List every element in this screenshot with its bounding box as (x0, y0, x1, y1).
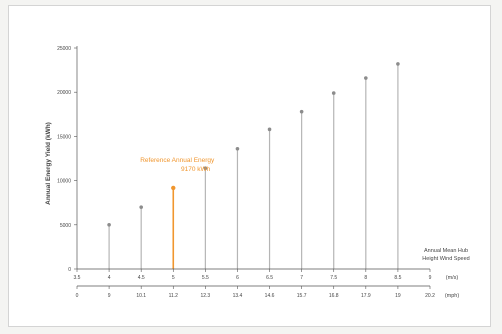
x-axis-unit-mph: (mph) (445, 293, 460, 299)
highlight-label-line-2: 9170 kWh (181, 166, 211, 173)
data-point (203, 166, 208, 171)
x-tick-label-ms: 8.5 (394, 275, 401, 281)
x-tick-label-mph: 0 (76, 293, 79, 299)
data-point (171, 185, 176, 191)
x-tick-label-mph: 12.3 (200, 293, 210, 299)
chart-frame (8, 5, 491, 327)
y-tick-label: 0 (68, 267, 71, 273)
x-tick-label-ms: 7 (300, 275, 303, 281)
x-tick-label-mph: 20.2 (425, 293, 435, 299)
x-tick-label-ms: 5.5 (202, 275, 209, 281)
y-tick-label: 5000 (60, 223, 71, 229)
data-point (235, 146, 240, 151)
y-tick-label: 15000 (57, 134, 71, 140)
y-tick-label: 25000 (57, 46, 71, 52)
data-point (331, 91, 336, 95)
x-tick-label-ms: 6.5 (266, 275, 273, 281)
x-tick-label-ms: 5 (172, 275, 175, 281)
data-point (299, 109, 304, 114)
x-tick-label-mph: 15.7 (297, 293, 307, 299)
x-tick-label-mph: 19 (395, 293, 401, 299)
x-tick-label-mph: 16.8 (329, 293, 339, 299)
x-tick-label-mph: 11.2 (169, 293, 179, 299)
y-tick-label: 10000 (57, 179, 71, 185)
data-point (396, 62, 400, 66)
x-tick-label-ms: 4 (108, 275, 111, 281)
data-point (107, 223, 111, 227)
x-tick-label-ms: 7.5 (330, 275, 337, 281)
data-point (364, 76, 368, 80)
x-tick-label-ms: 4.5 (138, 275, 145, 281)
x-tick-label-mph: 10.1 (136, 293, 146, 299)
data-point (139, 205, 143, 209)
y-tick-label: 20000 (57, 90, 71, 96)
y-axis-label: Annual Energy Yield (kWh) (45, 122, 52, 205)
x-tick-label-mph: 14.6 (265, 293, 275, 299)
x-tick-label-mph: 17.9 (361, 293, 371, 299)
x-tick-label-ms: 3.5 (74, 275, 81, 281)
x-tick-label-mph: 9 (108, 293, 111, 299)
x-axis-label-line-1: Annual Mean Hub (424, 248, 468, 254)
x-tick-label-ms: 6 (236, 275, 239, 281)
data-point (267, 127, 272, 132)
highlight-label-line-1: Reference Annual Energy (140, 157, 215, 164)
x-tick-label-ms: 8 (364, 275, 367, 281)
x-tick-label-ms: 9 (429, 275, 432, 281)
x-axis-unit-ms: (m/s) (446, 275, 459, 281)
x-axis-label-line-2: Height Wind Speed (422, 256, 469, 262)
x-tick-label-mph: 13.4 (233, 293, 243, 299)
